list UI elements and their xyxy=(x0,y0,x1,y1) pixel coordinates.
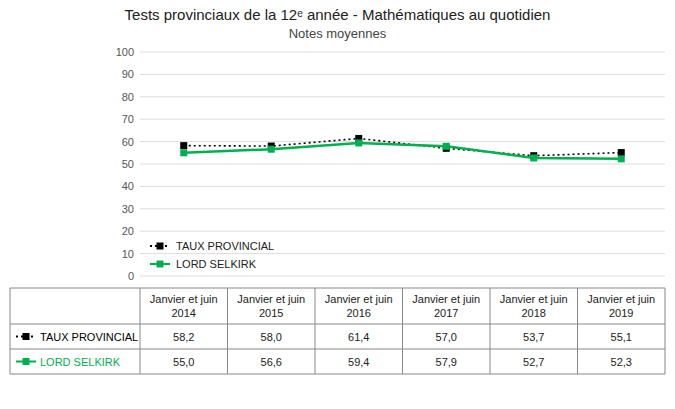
grid-line xyxy=(140,119,665,120)
category-label: Janvier et juin2015 xyxy=(237,293,305,319)
table-value: 55,1 xyxy=(611,331,632,343)
table-value: 57,9 xyxy=(436,356,457,368)
table-value: 61,4 xyxy=(348,331,369,343)
row-label: TAUX PROVINCIAL xyxy=(40,331,138,343)
grid-line xyxy=(140,253,665,254)
series-marker xyxy=(180,142,187,149)
title: Tests provinciaux de la 12ᵉ année - Math… xyxy=(125,6,551,23)
y-tick-label: 80 xyxy=(122,91,134,103)
legend-marker xyxy=(157,261,164,268)
table-value: 52,3 xyxy=(611,356,632,368)
table-rule xyxy=(10,288,11,374)
legend-marker xyxy=(23,358,30,365)
table-rule xyxy=(665,288,666,374)
legend-marker xyxy=(23,333,30,340)
plot-area xyxy=(180,135,625,162)
table-rule xyxy=(577,288,578,374)
table-value: 55,0 xyxy=(173,356,194,368)
chart: Tests provinciaux de la 12ᵉ année - Math… xyxy=(0,0,675,409)
grid-line xyxy=(140,208,665,209)
series-marker xyxy=(530,154,537,161)
table-value: 58,0 xyxy=(261,331,282,343)
table-value: 59,4 xyxy=(348,356,369,368)
data-table: Janvier et juin2014 Janvier et juin2015 Ja… xyxy=(10,288,665,374)
grid-line xyxy=(140,186,665,187)
table-value: 53,7 xyxy=(523,331,544,343)
y-tick-label: 60 xyxy=(122,136,134,148)
series-line xyxy=(184,138,622,155)
y-tick-label: 30 xyxy=(122,203,134,215)
series-marker xyxy=(618,149,625,156)
series-line xyxy=(184,143,622,159)
series-marker xyxy=(443,143,450,150)
grid-line xyxy=(140,276,665,277)
grid-line xyxy=(140,96,665,97)
grid-line xyxy=(140,231,665,232)
category-label: Janvier et juin2017 xyxy=(412,293,480,319)
table-rule xyxy=(10,288,665,289)
table-rule xyxy=(402,288,403,374)
y-tick-label: 50 xyxy=(122,158,134,170)
category-label: Janvier et juin2014 xyxy=(150,293,218,319)
grid xyxy=(140,52,665,276)
legend-label: TAUX PROVINCIAL xyxy=(176,240,274,252)
y-tick-label: 100 xyxy=(116,46,134,58)
category-label: Janvier et juin2018 xyxy=(500,293,568,319)
category-label: Janvier et juin2016 xyxy=(325,293,393,319)
series-marker xyxy=(355,139,362,146)
legend: TAUX PROVINCIAL LORD SELKIRK xyxy=(150,240,274,270)
legend-marker xyxy=(157,243,164,250)
subtitle: Notes moyennes xyxy=(289,26,387,41)
y-tick-label: 40 xyxy=(122,180,134,192)
series-marker xyxy=(618,155,625,162)
table-value: 57,0 xyxy=(436,331,457,343)
grid-line xyxy=(140,141,665,142)
series-marker xyxy=(180,149,187,156)
table-rule xyxy=(227,288,228,374)
table-value: 52,7 xyxy=(523,356,544,368)
row-label: LORD SELKIRK xyxy=(40,356,121,368)
y-tick-label: 0 xyxy=(128,270,134,282)
grid-line xyxy=(140,164,665,165)
y-tick-label: 20 xyxy=(122,225,134,237)
category-label: Janvier et juin2019 xyxy=(587,293,655,319)
series-marker xyxy=(268,146,275,153)
table-rule xyxy=(10,349,665,350)
table-value: 58,2 xyxy=(173,331,194,343)
table-rule xyxy=(315,288,316,374)
grid-line xyxy=(140,52,665,53)
y-tick-label: 90 xyxy=(122,68,134,80)
table-rule xyxy=(140,288,141,374)
table-rule xyxy=(490,288,491,374)
table-rule xyxy=(10,324,665,325)
table-value: 56,6 xyxy=(261,356,282,368)
grid-line xyxy=(140,74,665,75)
y-tick-label: 10 xyxy=(122,248,134,260)
table-rule xyxy=(10,374,665,375)
y-tick-label: 70 xyxy=(122,113,134,125)
legend-label: LORD SELKIRK xyxy=(176,258,257,270)
